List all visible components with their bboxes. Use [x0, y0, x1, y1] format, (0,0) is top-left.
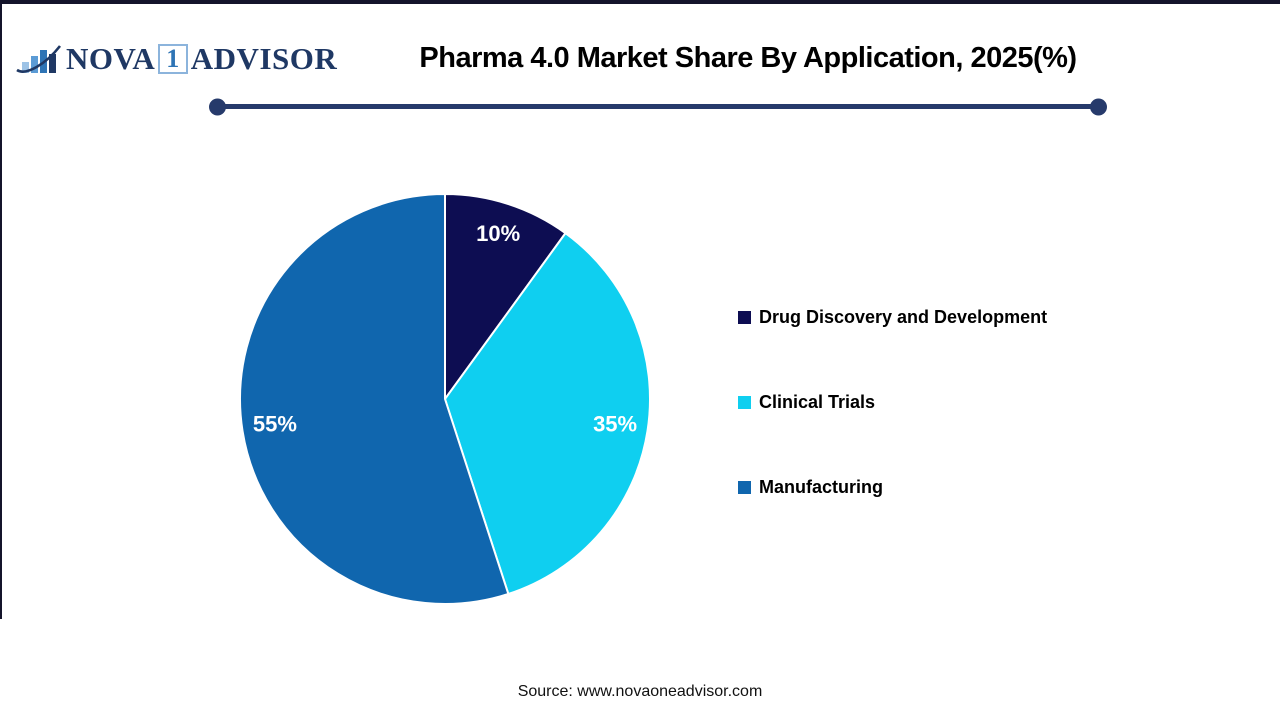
logo-text: NOVA 1 ADVISOR — [66, 41, 337, 77]
pie-slice-drug-discovery-and-development — [444, 193, 567, 400]
source-text: Source: www.novaoneadvisor.com — [517, 683, 763, 700]
chart-legend: Drug Discovery and Development Clinical … — [738, 307, 1047, 562]
pie-chart-svg: 10% 35% 55% — [239, 193, 651, 605]
legend-label-clinical-trials: Clinical Trials — [759, 392, 876, 412]
legend-item-drug-discovery: Drug Discovery and Development — [738, 307, 1047, 328]
pie-chart: 10% 35% 55% — [238, 192, 652, 606]
pie-value-label: 55% — [253, 412, 297, 437]
pie-value-label: 35% — [593, 412, 637, 437]
legend-label-drug-discovery: Drug Discovery and Development — [759, 307, 1048, 327]
pie-slice-manufacturing — [239, 193, 510, 605]
legend-item-manufacturing: Manufacturing — [738, 477, 1047, 498]
logo-text-nova: NOVA — [66, 41, 156, 76]
legend-label-manufacturing: Manufacturing — [759, 477, 883, 497]
chart-title: Pharma 4.0 Market Share By Application, … — [419, 42, 1077, 74]
legend-swatch-manufacturing — [738, 481, 751, 494]
title-divider-line — [218, 104, 1098, 109]
legend-swatch-drug-discovery — [738, 311, 751, 324]
pie-value-label: 10% — [476, 221, 520, 246]
legend-item-clinical-trials: Clinical Trials — [738, 392, 1047, 413]
logo-one-badge: 1 — [158, 44, 188, 74]
nova-advisor-logo: NOVA 1 ADVISOR — [16, 40, 337, 78]
legend-swatch-clinical-trials — [738, 396, 751, 409]
pie-slice-clinical-trials — [444, 232, 651, 595]
logo-text-advisor: ADVISOR — [190, 41, 338, 76]
logo-barchart-icon — [16, 45, 62, 73]
